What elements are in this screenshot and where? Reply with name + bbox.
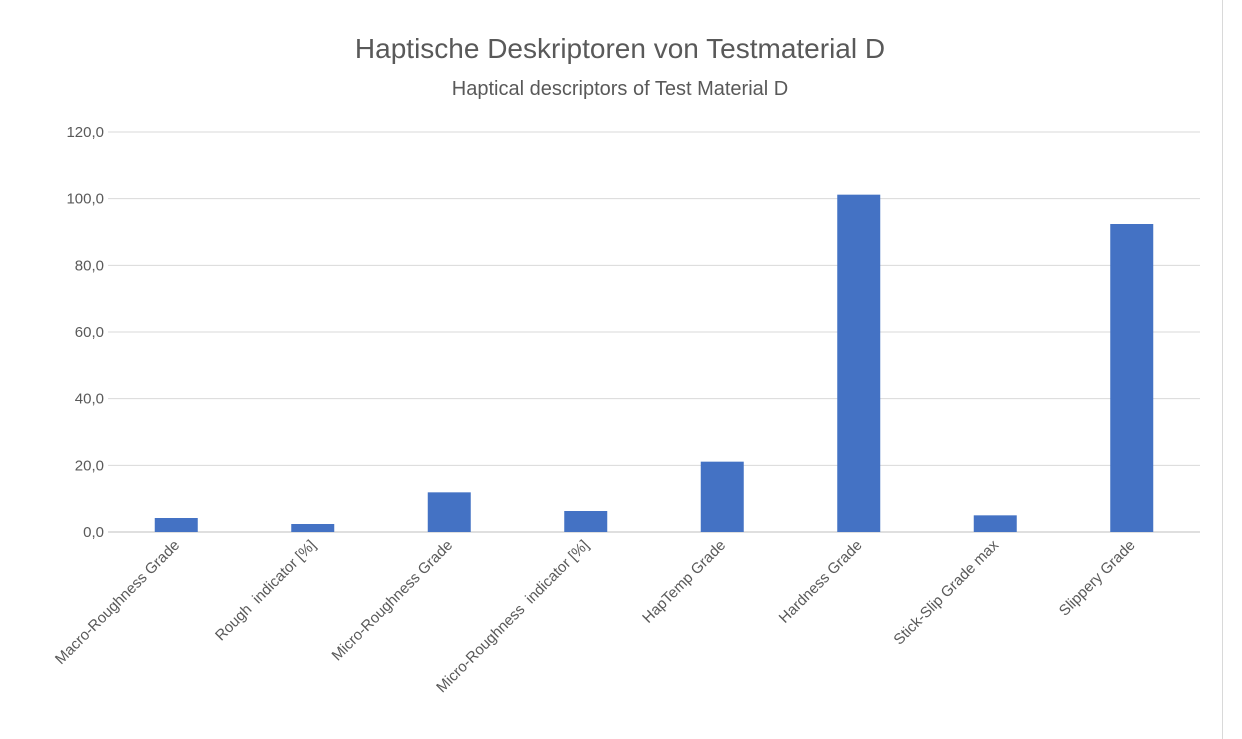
y-tick-label: 60,0: [75, 324, 104, 341]
bar: [291, 524, 335, 532]
gridlines: [108, 131, 1200, 533]
y-tick-label: 80,0: [75, 257, 104, 274]
x-category-label: Micro-Roughness indicator [%]: [433, 537, 592, 696]
y-axis-ticks: 0,0 20,0 40,0 60,0 80,0 100,0 120,0: [66, 124, 104, 541]
x-category-label: Stick-Slip Grade max: [890, 536, 1002, 648]
x-category-label: Rough indicator [%]: [212, 537, 320, 645]
chart-subtitle: Haptical descriptors of Test Material D: [452, 78, 788, 100]
y-tick-label: 20,0: [75, 457, 104, 474]
bar: [154, 518, 198, 532]
y-tick-label: 40,0: [75, 391, 104, 408]
x-axis-labels: Macro-Roughness Grade Rough indicator [%]…: [52, 536, 1139, 696]
x-category-label: Hardness Grade: [776, 537, 866, 627]
x-category-label: Macro-Roughness Grade: [52, 537, 183, 668]
bar: [427, 492, 471, 532]
x-category-label: HapTemp Grade: [639, 537, 729, 627]
x-category-label: Micro-Roughness Grade: [329, 537, 457, 665]
bar: [700, 461, 744, 532]
y-tick-label: 0,0: [83, 524, 104, 541]
bar: [973, 515, 1017, 532]
y-tick-label: 120,0: [66, 124, 104, 141]
chart-title: Haptische Deskriptoren von Testmaterial …: [355, 33, 885, 64]
y-tick-label: 100,0: [66, 191, 104, 208]
bar: [1110, 224, 1154, 532]
bars: [154, 194, 1154, 532]
x-category-label: Slippery Grade: [1056, 537, 1139, 620]
bar: [837, 194, 881, 532]
bar: [564, 511, 608, 532]
